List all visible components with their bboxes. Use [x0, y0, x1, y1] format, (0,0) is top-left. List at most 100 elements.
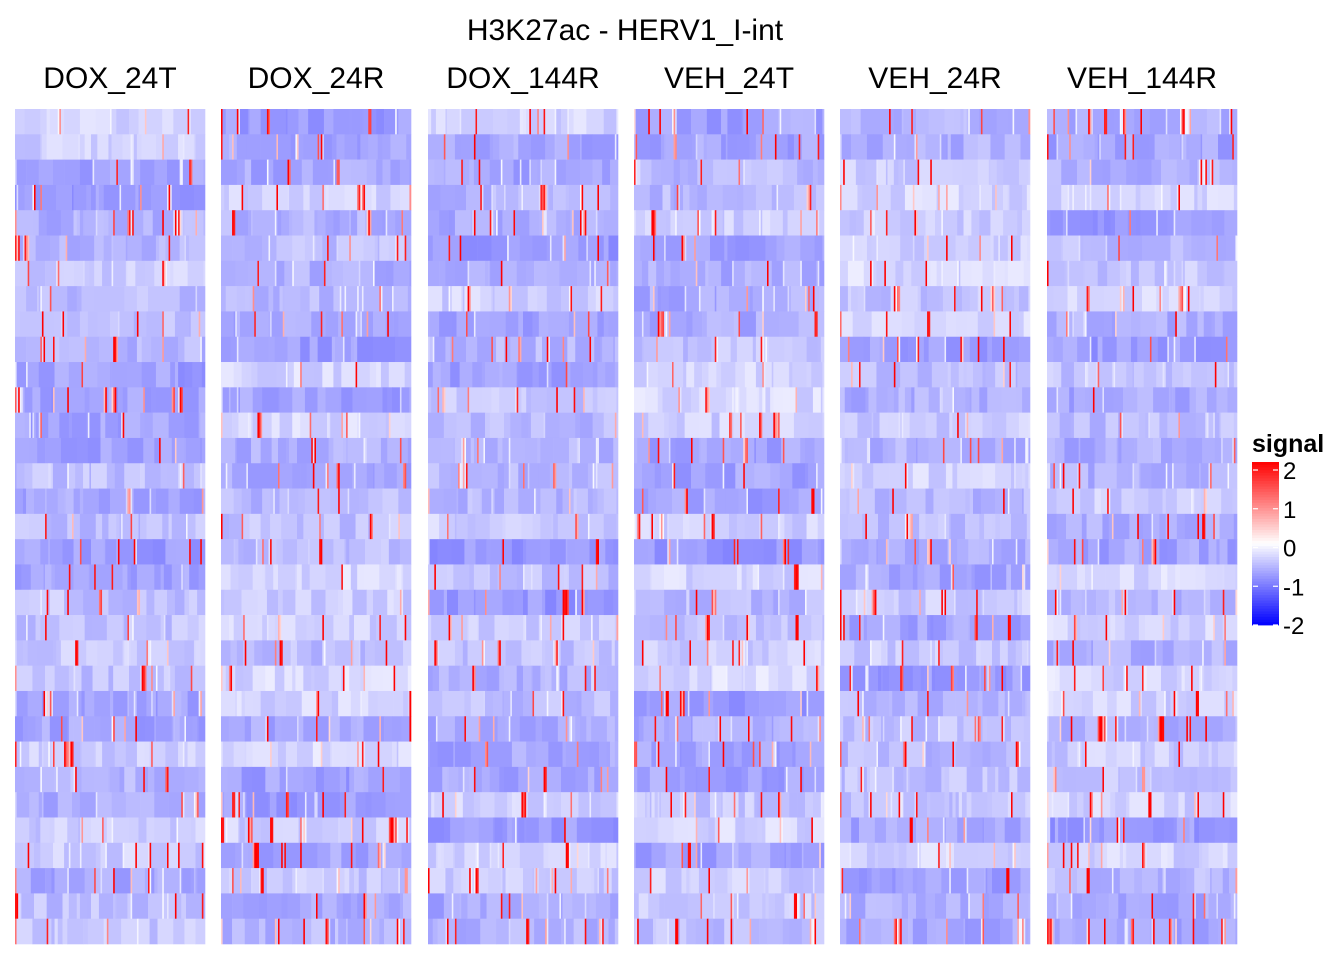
heatmap-cell — [154, 564, 161, 591]
heatmap-cell — [961, 159, 979, 186]
heatmap-cell — [76, 766, 82, 793]
heatmap-cell — [809, 640, 815, 666]
heatmap-cell — [40, 286, 43, 312]
heatmap-cell — [453, 893, 460, 919]
heatmap-cell — [51, 463, 54, 489]
heatmap-cell — [151, 868, 155, 894]
heatmap-cell — [376, 362, 382, 388]
heatmap-cell — [762, 362, 765, 388]
heatmap-cell — [195, 868, 198, 894]
heatmap-cell — [323, 868, 337, 894]
heatmap-cell — [634, 741, 636, 768]
heatmap-cell — [519, 336, 522, 363]
heatmap-cell — [565, 184, 570, 211]
heatmap-cell — [428, 539, 430, 565]
heatmap-cell — [778, 589, 780, 616]
heatmap-cell — [320, 741, 323, 768]
heatmap-cell — [311, 311, 322, 338]
heatmap-cell — [752, 741, 755, 768]
heatmap-cell — [328, 184, 345, 211]
heatmap-cell — [230, 336, 238, 363]
heatmap-cell — [328, 159, 334, 186]
heatmap-cell — [403, 463, 405, 489]
heatmap-cell — [251, 716, 266, 742]
heatmap-cell — [691, 842, 697, 869]
heatmap-cell — [105, 412, 119, 439]
heatmap-cell — [974, 564, 991, 591]
heatmap-cell — [597, 387, 606, 413]
heatmap-cell — [765, 716, 773, 742]
heatmap-cell — [721, 311, 735, 338]
heatmap-cell — [730, 716, 733, 742]
heatmap-cell — [357, 716, 364, 742]
heatmap-cell — [559, 564, 565, 591]
heatmap-cell — [516, 564, 524, 591]
heatmap-cell — [398, 918, 401, 945]
heatmap-cell — [1025, 564, 1031, 591]
heatmap-cell — [382, 488, 399, 515]
heatmap-cell — [45, 260, 57, 287]
heatmap-cell — [974, 437, 979, 464]
heatmap-cell — [733, 311, 739, 338]
heatmap-cell — [475, 589, 486, 616]
heatmap-cell — [68, 362, 82, 388]
heatmap-cell — [51, 918, 55, 945]
heatmap-cell — [54, 918, 59, 945]
heatmap-cell — [977, 286, 980, 312]
heatmap-cell — [982, 362, 986, 388]
heatmap-cell — [195, 210, 198, 236]
heatmap-cell — [995, 665, 999, 692]
heatmap-cell — [904, 513, 907, 540]
heatmap-cell — [725, 488, 739, 515]
heatmap-cell — [278, 589, 284, 616]
heatmap-cell — [1200, 134, 1203, 160]
heatmap-cell — [841, 868, 844, 894]
heatmap-cell — [668, 286, 685, 312]
heatmap-cell — [190, 539, 201, 565]
heatmap-cell — [110, 690, 114, 717]
heatmap-cell — [15, 184, 17, 211]
heatmap-cell — [499, 665, 505, 692]
heatmap-cell — [241, 868, 252, 894]
heatmap-cell — [89, 564, 95, 591]
heatmap-cell — [635, 918, 638, 945]
heatmap-cell — [889, 235, 901, 262]
heatmap-cell — [285, 362, 288, 388]
heatmap-cell — [530, 918, 535, 945]
heatmap-cell — [95, 210, 98, 236]
heatmap-cell — [977, 716, 980, 742]
heatmap-cell — [297, 640, 312, 666]
heatmap-cell — [182, 210, 185, 236]
heatmap-cell — [592, 640, 595, 666]
heatmap-cell — [1077, 109, 1089, 135]
heatmap-cell — [1176, 184, 1179, 211]
heatmap-cell — [259, 210, 276, 236]
heatmap-cell — [746, 615, 749, 641]
heatmap-cell — [81, 817, 84, 844]
heatmap-cell — [110, 311, 119, 338]
heatmap-cell — [1205, 210, 1212, 236]
heatmap-cell — [480, 184, 483, 211]
heatmap-cell — [741, 766, 749, 793]
heatmap-cell — [565, 741, 578, 768]
heatmap-cell — [304, 918, 312, 945]
heatmap-cell — [735, 817, 746, 844]
heatmap-cell — [1025, 463, 1029, 489]
heatmap-cell — [857, 488, 860, 515]
heatmap-cell — [167, 893, 169, 919]
heatmap-panel-veh-144r — [1047, 109, 1238, 945]
heatmap-cell — [51, 387, 54, 413]
heatmap-cell — [614, 336, 619, 363]
heatmap-cell — [980, 109, 983, 135]
heatmap-cell — [138, 184, 141, 211]
heatmap-cell — [958, 260, 961, 287]
heatmap-cell — [510, 716, 521, 742]
heatmap-cell — [182, 159, 190, 186]
heatmap-cell — [113, 159, 117, 186]
heatmap-cell — [439, 311, 453, 338]
heatmap-cell — [174, 665, 192, 692]
heatmap-cell — [752, 286, 763, 312]
heatmap-cell — [871, 868, 880, 894]
heatmap-cell — [322, 134, 325, 160]
heatmap-cell — [300, 893, 312, 919]
